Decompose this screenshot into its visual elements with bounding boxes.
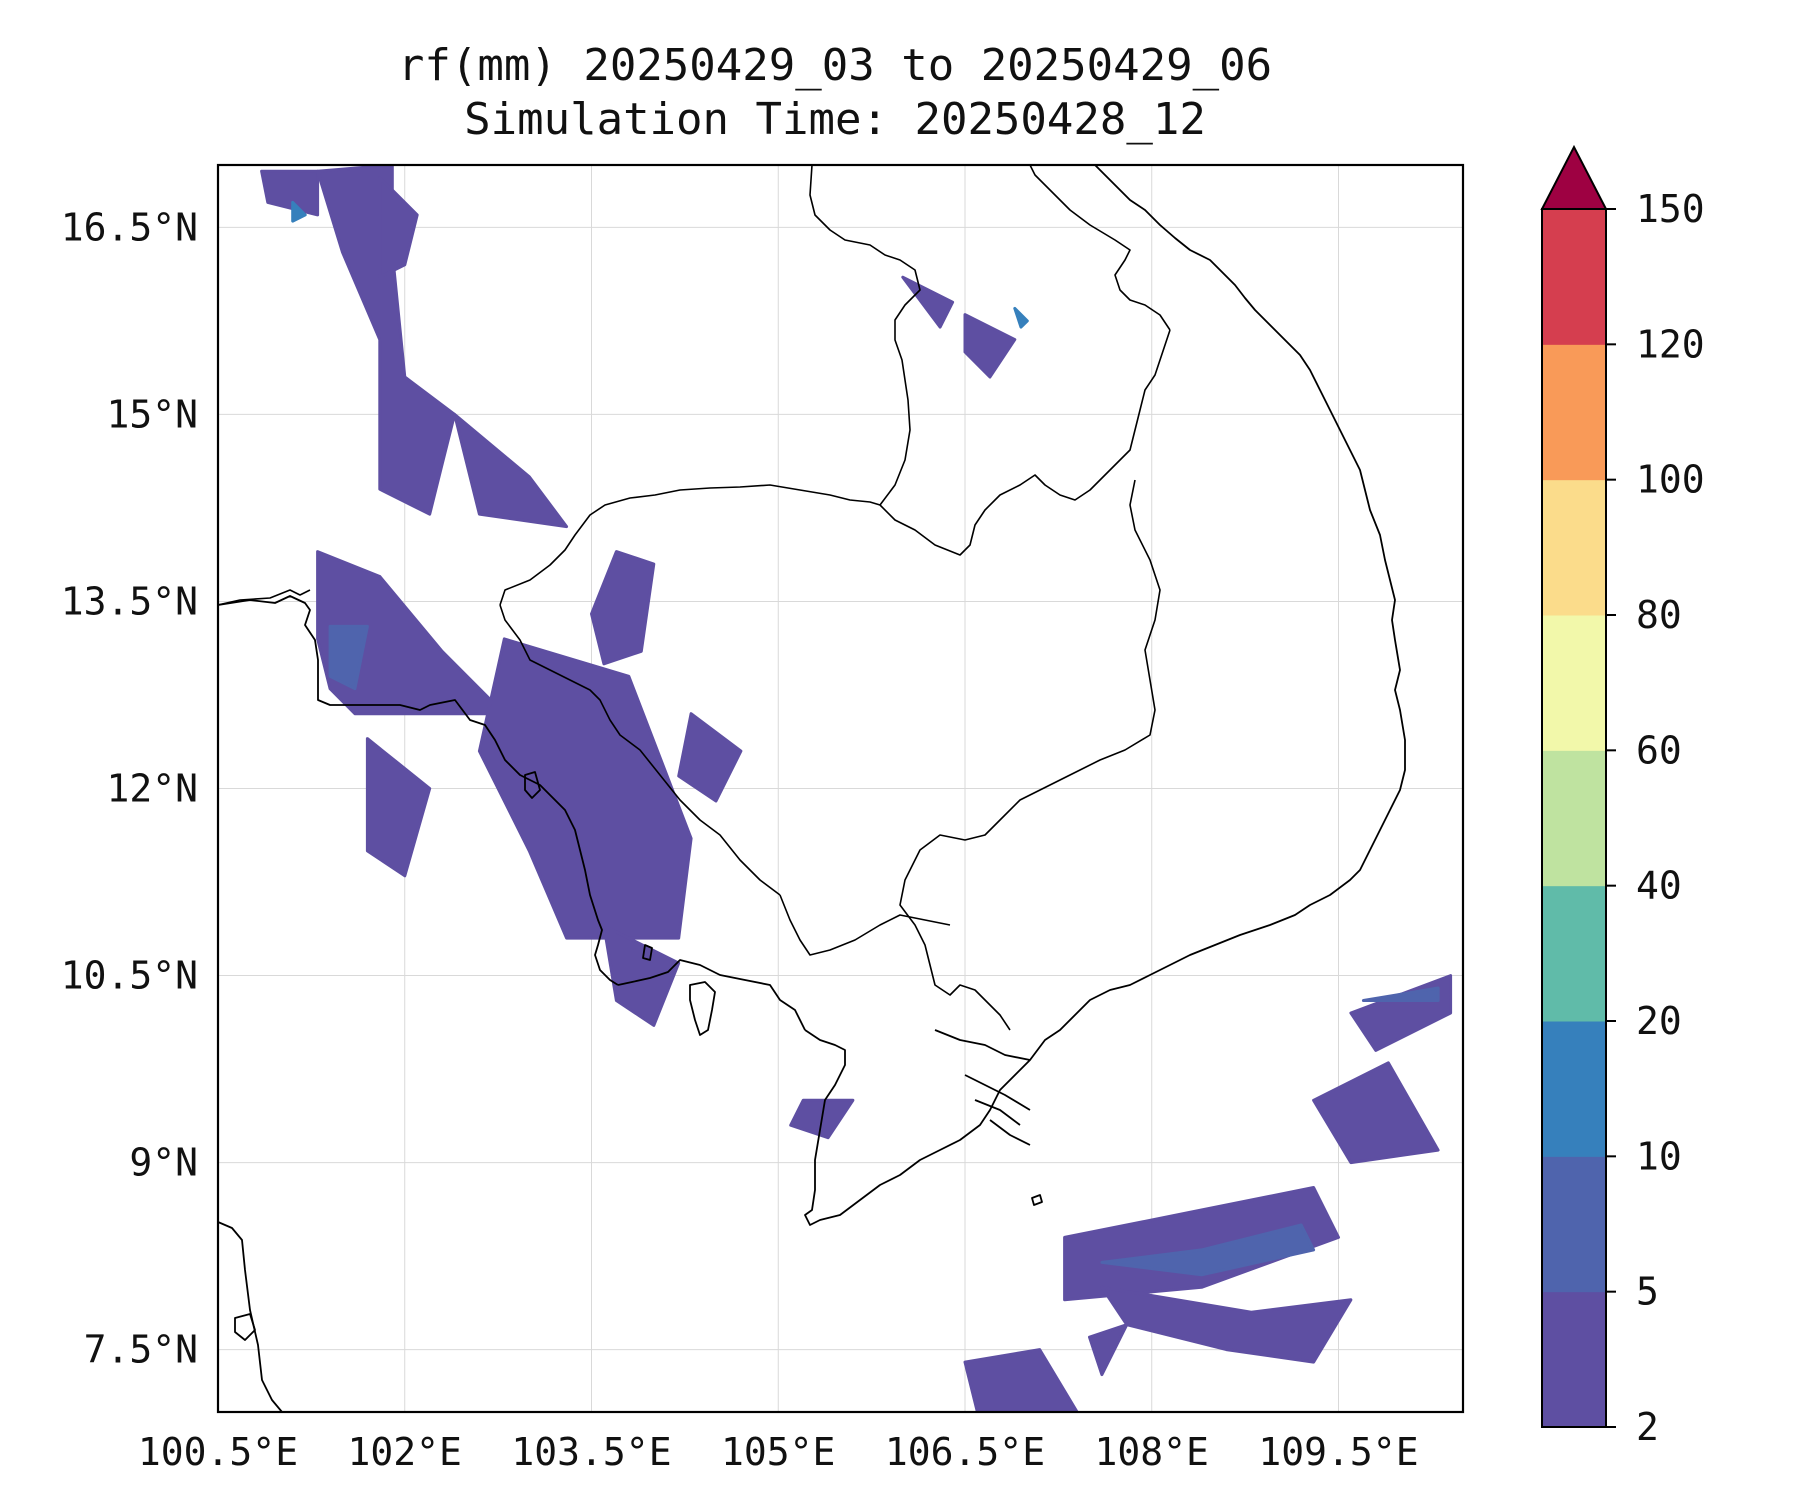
y-tick-label: 10.5°N xyxy=(61,954,198,998)
colorbar-label: 2 xyxy=(1636,1405,1659,1449)
title-line-2: Simulation Time: 20250428_12 xyxy=(464,94,1206,145)
colorbar-labels: 2 5 10 20 40 60 80 100 120 150 xyxy=(1606,187,1705,1449)
colorbar-label: 80 xyxy=(1636,593,1682,637)
coastline-mekong-delta-branches xyxy=(934,1029,1031,1146)
colorbar-box-2 xyxy=(1542,1021,1606,1157)
colorbar-label: 150 xyxy=(1636,187,1705,231)
colorbar-label: 120 xyxy=(1636,322,1705,366)
colorbar-box-7 xyxy=(1542,344,1606,481)
rain-area-a16 xyxy=(1349,974,1453,1052)
rain-area-a22 xyxy=(1361,986,1440,1002)
colorbar-box-4 xyxy=(1542,750,1606,887)
colorbar-label: 40 xyxy=(1636,864,1682,908)
rain-area-a8 xyxy=(590,550,656,666)
coastline-cambodia xyxy=(617,959,806,1031)
y-tick-label: 9°N xyxy=(129,1141,198,1185)
border-cambodia-vietnam xyxy=(899,479,1161,1031)
rain-area-a1 xyxy=(260,169,320,217)
rain-area-a23 xyxy=(291,200,307,223)
island-con-dao xyxy=(1031,1194,1043,1206)
colorbar-box-5 xyxy=(1542,615,1606,751)
colorbar-box-6 xyxy=(1542,479,1606,616)
border-layer xyxy=(218,165,1171,1031)
y-tick-label: 7.5°N xyxy=(84,1328,198,1372)
rain-area-a4 xyxy=(378,176,419,279)
rain-area-a17 xyxy=(1312,1061,1440,1165)
rain-area-a7 xyxy=(477,637,693,940)
rain-area-a19 xyxy=(963,1348,1079,1412)
rain-area-a18 xyxy=(1088,1323,1129,1377)
colorbar-box-1 xyxy=(1542,1156,1606,1293)
island-samui xyxy=(234,1313,256,1341)
rain-area-a10 xyxy=(602,924,681,1027)
coastline-thailand-peninsula xyxy=(218,1221,283,1412)
border-laos-thailand xyxy=(809,165,921,506)
x-tick-label: 102°E xyxy=(348,1430,462,1474)
coastline-vietnam-south xyxy=(804,165,1406,1226)
colorbar-box-3 xyxy=(1542,885,1606,1022)
rain-area-a5 xyxy=(316,550,506,716)
x-tick-label: 105°E xyxy=(721,1430,835,1474)
x-tick-label: 103.5°E xyxy=(511,1430,671,1474)
border-thailand-west xyxy=(218,589,311,606)
map-frame xyxy=(216,163,1465,1414)
x-axis-ticks: 100.5°E 102°E 103.5°E 105°E 106.5°E 108°E 109.… xyxy=(138,1430,1419,1474)
x-tick-label: 109.5°E xyxy=(1258,1430,1418,1474)
y-tick-label: 15°N xyxy=(106,392,198,436)
rain-area-a3 xyxy=(453,412,569,529)
rain-area-a20 xyxy=(328,624,369,691)
colorbar: 2 5 10 20 40 60 80 100 120 150 xyxy=(1540,144,1705,1449)
x-tick-label: 108°E xyxy=(1095,1430,1209,1474)
border-laos-cambodia-vietnam xyxy=(879,329,1171,556)
colorbar-label: 10 xyxy=(1636,1134,1682,1178)
border-thailand-cambodia xyxy=(499,604,781,896)
rain-area-a24 xyxy=(1013,306,1029,329)
border-cambodia-vietnam-south xyxy=(779,894,951,956)
map-panel: 100.5°E 102°E 103.5°E 105°E 106.5°E 108°E 109.… xyxy=(61,163,1465,1474)
island-koh-kong xyxy=(524,771,541,799)
rain-area-a12 xyxy=(901,275,955,329)
island-phu-quoc xyxy=(689,981,716,1036)
rain-area-a13 xyxy=(963,313,1017,379)
coastline-layer xyxy=(218,165,1406,1412)
rain-area-a6 xyxy=(365,737,432,878)
colorbar-box-8 xyxy=(1542,209,1606,345)
x-tick-label: 100.5°E xyxy=(138,1430,298,1474)
coastline-gulf-of-thailand-west xyxy=(218,595,619,986)
colorbar-frame xyxy=(1541,208,1607,1428)
x-tick-label: 106.5°E xyxy=(885,1430,1045,1474)
title-line-1: rf(mm) 20250429_03 to 20250429_06 xyxy=(398,40,1272,91)
rain-area-a14 xyxy=(1063,1186,1340,1302)
y-axis-ticks: 16.5°N 15°N 13.5°N 12°N 10.5°N 9°N 7.5°N xyxy=(61,205,198,1371)
y-tick-label: 16.5°N xyxy=(61,205,198,249)
border-laos-vietnam xyxy=(1029,165,1171,331)
colorbar-boxes xyxy=(1542,209,1606,1428)
colorbar-box-0 xyxy=(1542,1291,1606,1428)
island-koh-rong xyxy=(642,944,653,961)
y-tick-label: 12°N xyxy=(106,767,198,811)
colorbar-label: 100 xyxy=(1636,458,1705,502)
rain-area-a21 xyxy=(1100,1223,1316,1277)
rain-area-a15 xyxy=(1100,1285,1353,1364)
colorbar-label: 60 xyxy=(1636,728,1682,772)
colorbar-extend-arrow xyxy=(1540,144,1608,210)
y-tick-label: 13.5°N xyxy=(61,579,198,623)
rain-area-a9 xyxy=(677,712,743,803)
colorbar-label: 5 xyxy=(1636,1270,1659,1314)
border-thailand-cambodia-north xyxy=(499,484,881,606)
colorbar-label: 20 xyxy=(1636,999,1682,1043)
